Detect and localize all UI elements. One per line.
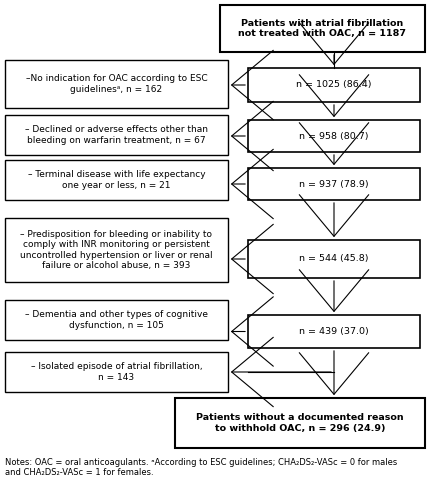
Text: Notes: OAC = oral anticoagulants. ᵃAccording to ESC guidelines; CHA₂DS₂-VASc = 0: Notes: OAC = oral anticoagulants. ᵃAccor… xyxy=(5,458,397,477)
FancyBboxPatch shape xyxy=(5,60,228,108)
Text: Patients with atrial fibrillation
not treated with OAC, n = 1187: Patients with atrial fibrillation not tr… xyxy=(238,19,407,38)
FancyBboxPatch shape xyxy=(248,240,420,278)
FancyBboxPatch shape xyxy=(248,315,420,348)
Text: n = 439 (37.0): n = 439 (37.0) xyxy=(299,327,369,336)
FancyBboxPatch shape xyxy=(220,5,425,52)
FancyBboxPatch shape xyxy=(5,160,228,200)
Text: n = 958 (80.7): n = 958 (80.7) xyxy=(299,132,369,140)
Text: – Isolated episode of atrial fibrillation,
n = 143: – Isolated episode of atrial fibrillatio… xyxy=(31,362,202,382)
Text: n = 937 (78.9): n = 937 (78.9) xyxy=(299,180,369,188)
Text: – Predisposition for bleeding or inability to
comply with INR monitoring or pers: – Predisposition for bleeding or inabili… xyxy=(20,230,213,270)
FancyBboxPatch shape xyxy=(248,68,420,102)
FancyBboxPatch shape xyxy=(248,120,420,152)
FancyBboxPatch shape xyxy=(5,115,228,155)
Text: – Dementia and other types of cognitive
dysfunction, n = 105: – Dementia and other types of cognitive … xyxy=(25,310,208,330)
Text: – Terminal disease with life expectancy
one year or less, n = 21: – Terminal disease with life expectancy … xyxy=(28,170,205,190)
FancyBboxPatch shape xyxy=(5,352,228,392)
FancyBboxPatch shape xyxy=(5,300,228,340)
Text: n = 1025 (86.4): n = 1025 (86.4) xyxy=(296,80,372,90)
Text: n = 544 (45.8): n = 544 (45.8) xyxy=(299,254,369,264)
Text: – Declined or adverse effects other than
bleeding on warfarin treatment, n = 67: – Declined or adverse effects other than… xyxy=(25,126,208,144)
FancyBboxPatch shape xyxy=(248,168,420,200)
FancyBboxPatch shape xyxy=(5,218,228,282)
Text: –No indication for OAC according to ESC
guidelinesᵃ, n = 162: –No indication for OAC according to ESC … xyxy=(25,74,207,94)
Text: Patients without a documented reason
to withhold OAC, n = 296 (24.9): Patients without a documented reason to … xyxy=(196,414,404,432)
FancyBboxPatch shape xyxy=(175,398,425,448)
